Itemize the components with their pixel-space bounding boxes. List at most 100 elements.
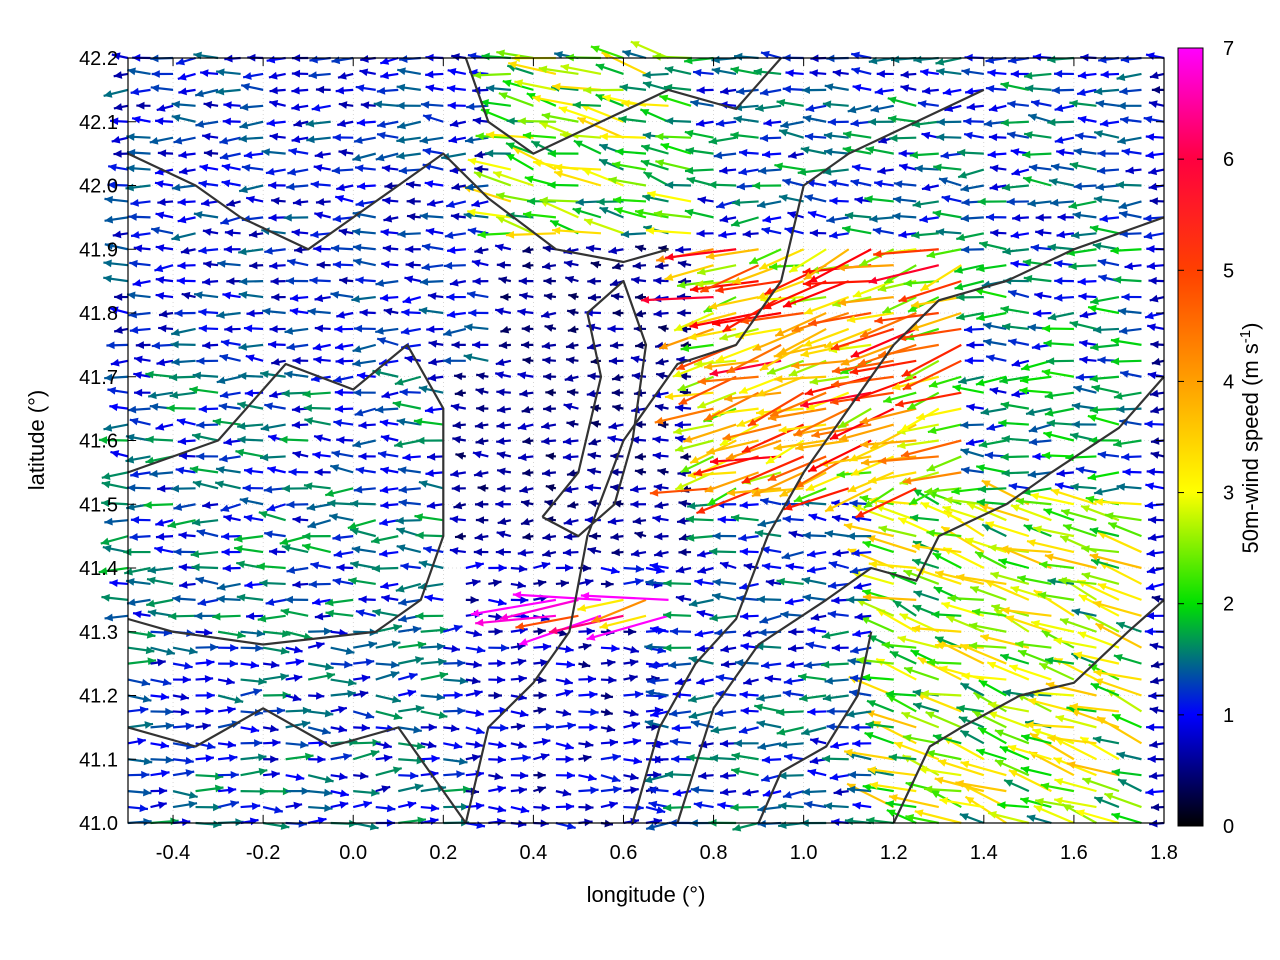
y-axis-title: latitude (°) [24,390,49,491]
wind-arrow [823,802,849,810]
wind-arrow [219,353,241,362]
wind-arrow [307,641,325,650]
wind-arrow [903,569,940,585]
wind-arrow [286,500,309,509]
wind-arrow [1147,516,1165,524]
wind-arrow [222,564,241,573]
wind-arrow [418,480,444,490]
wind-arrow [720,771,737,780]
wind-arrow [101,471,129,480]
wind-arrow [578,803,594,812]
wind-arrow [914,809,962,825]
wind-arrow [1043,508,1075,522]
wind-arrow [668,709,692,718]
wind-arrow [740,706,759,715]
wind-arrow [396,418,421,426]
wind-arrow [112,230,129,239]
wind-arrow [334,342,354,351]
wind-arrow [555,689,574,697]
wind-arrow [259,579,286,588]
wind-arrow [608,422,624,430]
wind-arrow [173,503,196,511]
wind-arrow [1030,492,1075,506]
wind-arrow [1119,370,1142,378]
wind-arrow [755,642,782,651]
wind-arrow [677,375,714,392]
wind-arrow [712,532,737,540]
wind-arrow [767,455,827,482]
wind-arrow [612,404,624,412]
wind-arrow [242,484,264,493]
wind-arrow [900,439,962,458]
wind-arrow [426,452,444,461]
wind-arrow [756,693,782,702]
wind-arrow [1104,512,1142,522]
wind-arrow [979,503,1030,522]
wind-arrow [751,471,805,498]
wind-arrow [263,770,280,779]
wind-arrow [1001,322,1029,331]
wind-arrow [968,641,1007,650]
wind-arrow [127,646,155,655]
wind-arrow [600,801,618,809]
wind-arrow [863,487,895,509]
wind-arrow [497,517,512,526]
wind-arrow [740,612,759,621]
wind-arrow [308,627,333,636]
wind-arrow [473,469,489,478]
wind-arrow [630,549,647,558]
wind-arrow [709,754,737,763]
wind-arrow [1121,453,1142,461]
wind-arrow [578,754,592,763]
wind-arrow [311,597,331,606]
wind-arrow [353,723,370,732]
wind-arrow [611,388,624,397]
wind-arrow [739,501,759,509]
wind-arrow [821,754,849,763]
wind-arrow [607,324,624,333]
wind-arrow [862,593,917,602]
wind-arrow [545,483,557,492]
wind-arrow [778,740,804,749]
wind-arrow [217,754,238,762]
wind-arrow [623,709,639,717]
wind-arrow [555,660,575,669]
wind-arrow [196,421,219,429]
wind-arrow [396,544,422,554]
wind-arrow [663,611,692,619]
wind-arrow [589,532,601,541]
wind-arrow [214,480,241,490]
wind-arrow [416,436,444,445]
wind-arrow [494,371,512,379]
wind-arrow [259,453,286,462]
x-tick-label: 1.0 [790,842,818,864]
wind-arrow [960,448,985,458]
wind-arrow [1017,649,1052,665]
wind-arrow [240,753,267,762]
wind-arrow [1053,797,1097,809]
wind-arrow [928,375,962,388]
wind-arrow [555,788,572,797]
wind-arrow [98,566,129,575]
wind-arrow [566,388,579,397]
wind-arrow [1026,814,1052,825]
wind-arrow [913,590,940,601]
wind-arrow [885,800,917,809]
wind-arrow [465,561,485,570]
wind-arrow [1075,809,1120,825]
wind-arrow [658,327,714,350]
wind-arrow [353,658,375,667]
wind-arrow [760,774,782,783]
wind-arrow [262,805,284,814]
wind-arrow [634,420,647,429]
wind-arrow [127,483,151,492]
wind-arrow [380,466,399,475]
wind-arrow [977,485,1007,494]
wind-arrow [149,469,174,478]
wind-arrow [280,608,309,617]
wind-arrow [452,421,466,429]
wind-arrow [1054,482,1075,490]
wind-arrow [443,676,469,685]
wind-arrow [889,650,917,665]
wind-arrow [285,801,303,810]
